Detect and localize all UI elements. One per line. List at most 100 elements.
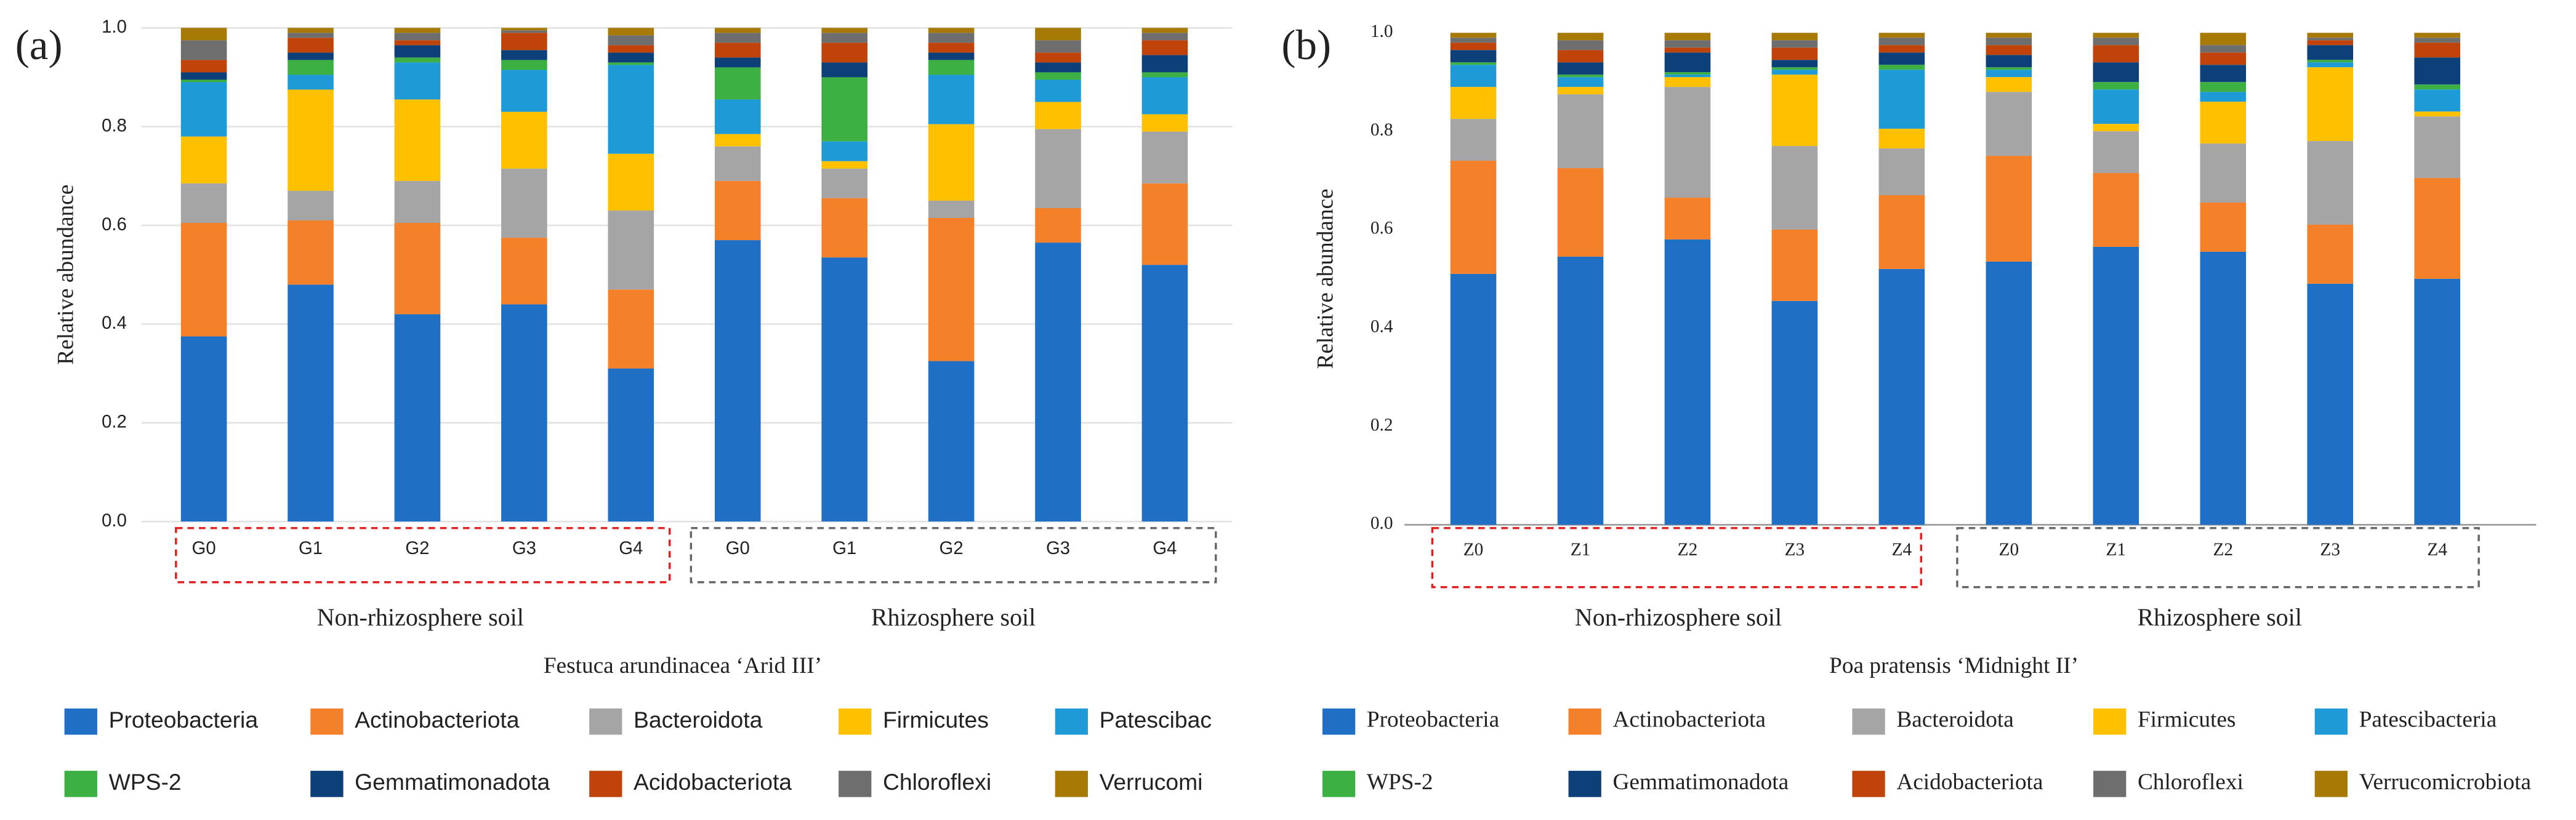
- bar-segment: [2307, 141, 2354, 225]
- bar-segment: [1878, 65, 1925, 70]
- legend-swatch: [64, 708, 97, 735]
- bar-segment: [1878, 268, 1925, 525]
- legend-swatch: [589, 708, 622, 735]
- bar-segment: [1878, 45, 1925, 53]
- legend-swatch: [1055, 771, 1088, 797]
- y-tick-label: 0.0: [102, 510, 127, 531]
- bar-segment: [1141, 72, 1188, 78]
- bar-segment: [2414, 116, 2460, 179]
- bar-segment: [1450, 38, 1497, 43]
- bar-segment: [2093, 33, 2139, 38]
- x-tick-label: G0: [192, 538, 216, 558]
- bar-segment: [394, 40, 441, 46]
- bar-segment: [1557, 168, 1604, 257]
- legend-swatch: [1852, 771, 1885, 797]
- bar-segment: [288, 38, 334, 53]
- bar-segment: [1986, 55, 2032, 68]
- x-tick-label: Z4: [2427, 540, 2447, 560]
- bar-segment: [1035, 207, 1081, 243]
- bar-segment: [288, 28, 334, 33]
- bar-segment: [821, 62, 867, 78]
- y-tick-label: 0.8: [102, 115, 127, 135]
- bar-segment: [2093, 62, 2139, 82]
- legend-label: Verrucomi: [1100, 769, 1203, 795]
- bar-segment: [288, 220, 334, 285]
- bar-segment: [2200, 92, 2247, 102]
- bar-segment: [821, 42, 867, 63]
- bar-segment: [2414, 89, 2460, 112]
- x-tick-label: G2: [405, 538, 429, 558]
- bar-segment: [2093, 131, 2139, 174]
- bar-segment: [1141, 131, 1188, 183]
- x-tick-label: Z2: [2213, 540, 2233, 560]
- legend-label: Acidobacteriota: [634, 769, 792, 795]
- bar-segment: [1035, 243, 1081, 522]
- bar-segment: [180, 223, 227, 337]
- bar-segment: [394, 223, 441, 315]
- bar-segment: [1664, 77, 1711, 87]
- bar-segment: [1878, 52, 1925, 65]
- legend-label: Actinobacteriota: [1612, 707, 1766, 733]
- bar-segment: [1141, 265, 1188, 522]
- legend-label: Proteobacteria: [1367, 707, 1500, 733]
- bar-segment: [2200, 143, 2247, 203]
- legend-label: Bacteroidota: [634, 707, 763, 733]
- bar-segment: [608, 289, 654, 369]
- bar-segment: [928, 124, 975, 201]
- y-tick-label: 1.0: [102, 17, 127, 37]
- bar-segment: [501, 111, 547, 169]
- legend-label: Firmicutes: [883, 707, 989, 733]
- bar-segment: [1035, 72, 1081, 80]
- legend-swatch: [1322, 771, 1356, 797]
- legend-label: Acidobacteriota: [1896, 770, 2043, 795]
- bar-segment: [1771, 40, 1818, 48]
- bar-segment: [1557, 62, 1604, 75]
- bar-segment: [608, 52, 654, 63]
- bar-segment: [1771, 47, 1818, 60]
- bar-segment: [288, 284, 334, 522]
- bar-segment: [1771, 74, 1818, 147]
- bar-segment: [2307, 38, 2354, 41]
- bar-segment: [1771, 67, 1818, 70]
- bar-segment: [1450, 50, 1497, 63]
- bar-segment: [288, 190, 334, 221]
- bar-segment: [1141, 183, 1188, 265]
- bar-segment: [1035, 52, 1081, 63]
- y-tick-label: 1.0: [1371, 22, 1393, 41]
- bar-segment: [180, 82, 227, 137]
- bar-segment: [1450, 119, 1497, 161]
- legend-swatch: [1055, 708, 1088, 735]
- bar-segment: [1141, 114, 1188, 132]
- bar-segment: [608, 45, 654, 53]
- legend-label: Chloroflexi: [883, 769, 991, 795]
- bar-segment: [501, 28, 547, 31]
- bar-segment: [1557, 33, 1604, 41]
- bar-segment: [2093, 82, 2139, 90]
- bar-segment: [2200, 52, 2247, 65]
- bar-segment: [821, 77, 867, 142]
- x-tick-label: G3: [512, 538, 536, 558]
- bar-segment: [1878, 148, 1925, 196]
- bar-segment: [821, 198, 867, 258]
- bar-segment: [1664, 198, 1711, 239]
- legend-label: Verrucomicrobiota: [2359, 770, 2532, 795]
- bar-segment: [1141, 40, 1188, 55]
- bar-segment: [1450, 62, 1497, 65]
- bar-segment: [1557, 50, 1604, 63]
- bar-segment: [714, 134, 761, 147]
- bar-segment: [2200, 251, 2247, 525]
- bar-segment: [394, 28, 441, 33]
- bar-segment: [1450, 33, 1497, 38]
- legend-label: WPS-2: [109, 769, 182, 795]
- bar-segment: [821, 33, 867, 43]
- bar-segment: [714, 42, 761, 58]
- bar-segment: [2414, 278, 2460, 525]
- bar-segment: [1450, 273, 1497, 525]
- bar-segment: [1450, 161, 1497, 274]
- legend-swatch: [2093, 771, 2127, 797]
- bar-segment: [1450, 65, 1497, 87]
- x-tick-label: G4: [1153, 538, 1177, 558]
- bar-segment: [2200, 33, 2247, 46]
- bar-segment: [394, 33, 441, 41]
- bar-segment: [1035, 62, 1081, 73]
